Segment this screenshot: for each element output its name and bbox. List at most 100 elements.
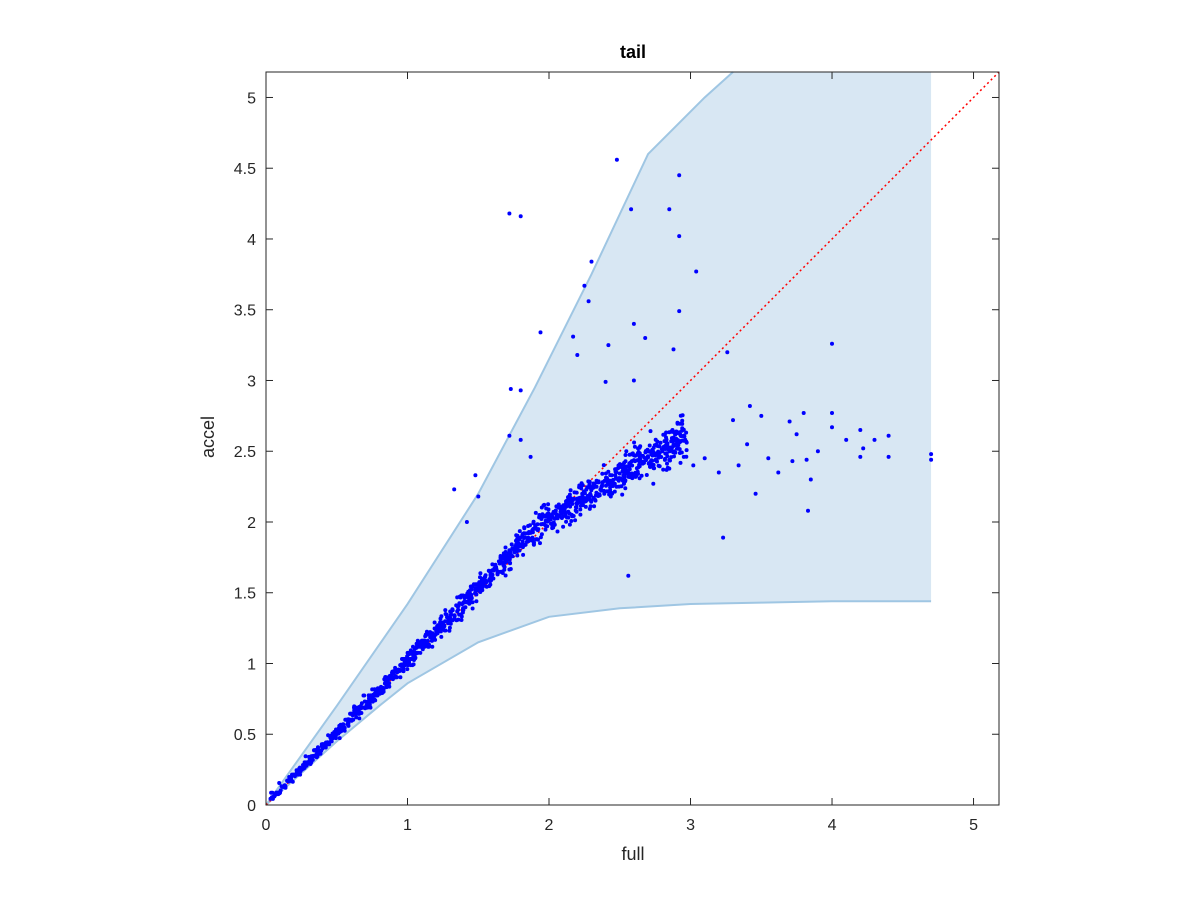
data-point — [626, 474, 631, 479]
data-point — [546, 502, 551, 507]
data-point — [600, 471, 605, 476]
data-point — [886, 454, 891, 459]
data-point — [538, 535, 543, 540]
data-point — [568, 496, 573, 500]
data-point — [412, 646, 417, 651]
data-point — [608, 473, 613, 478]
data-point — [518, 535, 523, 540]
data-point — [486, 568, 491, 573]
data-point — [526, 535, 531, 540]
data-point — [538, 330, 543, 335]
data-point — [540, 512, 545, 517]
data-point — [886, 433, 891, 438]
data-point — [464, 520, 469, 524]
data-point — [522, 542, 527, 547]
data-point — [304, 761, 309, 766]
data-point — [570, 514, 575, 519]
data-point — [555, 516, 560, 521]
data-point — [528, 523, 532, 528]
data-point — [452, 613, 457, 618]
data-point — [495, 572, 500, 577]
data-point — [432, 635, 437, 639]
data-point — [601, 463, 606, 468]
data-point — [745, 442, 750, 447]
data-point — [702, 456, 707, 461]
data-point — [575, 353, 580, 357]
data-point — [391, 671, 396, 676]
data-point — [362, 699, 367, 704]
data-point — [462, 595, 467, 599]
data-point — [497, 561, 502, 566]
data-point — [329, 736, 334, 741]
data-point — [574, 501, 579, 506]
data-point — [555, 529, 560, 534]
data-point — [591, 481, 596, 486]
data-point — [308, 762, 313, 766]
data-point — [787, 419, 792, 424]
data-point — [342, 725, 347, 730]
x-tick-label: 3 — [686, 817, 695, 834]
data-point — [617, 471, 622, 476]
data-point — [425, 631, 430, 636]
band-upper-edge — [265, 71, 734, 806]
data-point — [586, 479, 591, 484]
data-point — [504, 557, 509, 561]
data-point — [320, 743, 325, 748]
data-point — [426, 644, 431, 649]
data-point — [443, 612, 448, 616]
data-point — [543, 523, 548, 528]
data-point — [861, 446, 866, 451]
data-point — [804, 457, 809, 462]
data-point — [669, 439, 674, 444]
data-point — [538, 541, 542, 546]
data-point — [612, 489, 617, 494]
data-point — [671, 449, 676, 454]
data-point — [553, 511, 558, 516]
plot-frame — [265, 71, 1000, 806]
data-point — [559, 516, 564, 520]
data-point — [336, 726, 341, 731]
data-point — [507, 433, 512, 438]
data-point — [858, 454, 863, 459]
data-point — [468, 595, 473, 600]
data-point — [383, 675, 388, 680]
data-point — [443, 628, 448, 633]
data-point — [597, 492, 602, 497]
data-point — [387, 673, 392, 678]
data-point — [521, 552, 526, 557]
data-point — [558, 509, 563, 514]
data-point — [661, 467, 666, 472]
data-point — [503, 545, 508, 550]
data-point — [402, 657, 407, 661]
data-point — [574, 505, 579, 510]
data-point — [522, 526, 527, 531]
data-point — [665, 461, 669, 466]
data-point — [500, 571, 505, 575]
data-point — [397, 669, 402, 674]
data-point — [872, 437, 877, 442]
data-point — [801, 411, 806, 415]
data-point — [684, 440, 689, 445]
data-point — [584, 487, 589, 492]
data-point — [568, 504, 573, 509]
data-point — [631, 378, 636, 383]
data-point — [631, 474, 636, 479]
data-point — [316, 748, 321, 753]
data-point — [684, 430, 689, 435]
data-point — [491, 568, 496, 573]
data-point — [299, 766, 303, 771]
data-point — [509, 542, 514, 547]
data-point — [632, 444, 637, 449]
data-point — [677, 234, 682, 239]
y-axis-label: accel — [198, 416, 218, 458]
data-point — [681, 433, 686, 438]
data-point — [586, 299, 591, 304]
data-point — [648, 460, 653, 464]
data-point — [573, 518, 578, 523]
data-point — [510, 554, 515, 559]
data-point — [605, 489, 609, 494]
data-point — [656, 463, 661, 468]
data-point — [766, 456, 771, 461]
data-point — [518, 388, 523, 393]
data-point — [600, 484, 604, 489]
